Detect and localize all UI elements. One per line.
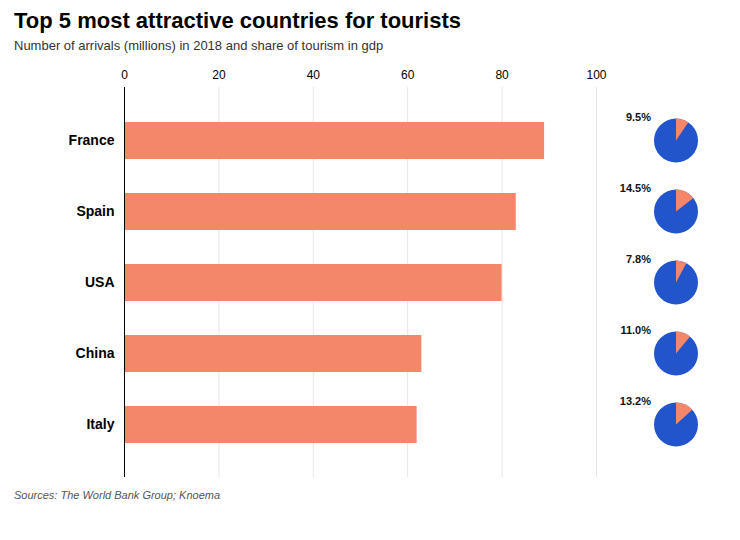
svg-text:60: 60: [401, 68, 415, 82]
svg-text:11.0%: 11.0%: [620, 324, 651, 336]
svg-text:14.5%: 14.5%: [620, 182, 651, 194]
svg-text:20: 20: [212, 68, 226, 82]
svg-text:13.2%: 13.2%: [620, 395, 651, 407]
html-text:Sources: The World Bank Group;: Sources: The World Bank Group; Knoema: [14, 489, 220, 501]
html-text:Top 5 most attractive countrie: Top 5 most attractive countries for tour…: [14, 8, 461, 33]
svg-text:China: China: [76, 345, 115, 361]
svg-text:USA: USA: [85, 274, 115, 290]
svg-text:0: 0: [121, 68, 128, 82]
svg-text:7.8%: 7.8%: [626, 253, 651, 265]
svg-text:100: 100: [586, 68, 606, 82]
svg-text:9.5%: 9.5%: [626, 111, 651, 123]
svg-text:Italy: Italy: [86, 416, 114, 432]
svg-text:80: 80: [495, 68, 509, 82]
html-text:Number of arrivals (millions): Number of arrivals (millions) in 2018 an…: [14, 38, 384, 53]
svg-text:Spain: Spain: [76, 203, 114, 219]
svg-text:France: France: [69, 132, 115, 148]
svg-text:40: 40: [307, 68, 321, 82]
